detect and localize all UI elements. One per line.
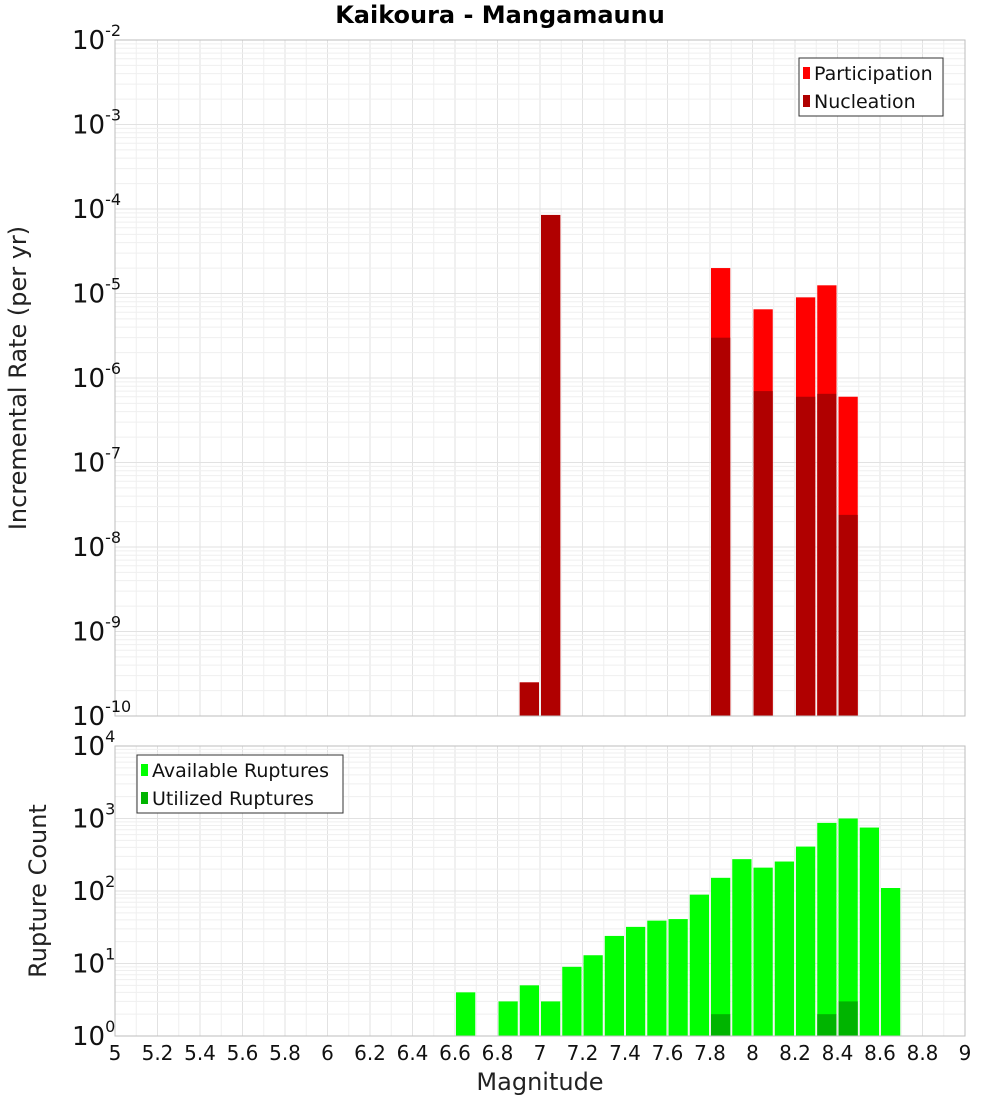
x-tick-label: 6 [321,1041,334,1065]
bar-available-ruptures [541,1001,561,1036]
bar-available-ruptures [519,985,539,1036]
bar-utilized-ruptures [817,1014,837,1036]
y-tick-label: 10-7 [72,444,121,479]
x-tick-label: 5 [109,1041,122,1065]
chart-title: Kaikoura - Mangamaunu [335,1,665,29]
bottom-y-axis-label: Rupture Count [24,804,52,978]
bar-nucleation [753,391,773,716]
x-tick-label: 6.6 [439,1041,471,1065]
x-tick-label: 5.2 [142,1041,174,1065]
top-legend: Participation Nucleation [798,57,944,117]
x-tick-label: 7.4 [609,1041,641,1065]
y-tick-label: 10-9 [72,613,121,648]
legend-swatch [803,95,810,107]
bar-available-ruptures [796,846,816,1036]
x-tick-label: 8.4 [822,1041,854,1065]
y-tick-label: 10-2 [72,21,121,56]
bar-nucleation [519,682,539,716]
x-tick-label: 7.6 [652,1041,684,1065]
bar-available-ruptures [711,877,731,1036]
bar-available-ruptures [774,861,794,1036]
x-axis-label: Magnitude [476,1068,603,1096]
bar-available-ruptures [583,955,603,1036]
bar-available-ruptures [689,894,709,1036]
bar-available-ruptures [668,919,688,1036]
bottom-y-tick-labels: 104 103 102 101 100 [72,727,115,1052]
x-tick-label: 6.4 [397,1041,429,1065]
top-plot-frame [114,39,966,717]
y-tick-label: 10-3 [72,106,121,141]
x-tick-label: 9 [959,1041,972,1065]
top-y-tick-labels: 10-2 10-3 10-4 10-5 10-6 10-7 10-8 10-9 10-10 [72,21,131,732]
y-tick-label: 10-5 [72,275,121,310]
bar-available-ruptures [881,887,901,1036]
bar-utilized-ruptures [711,1014,731,1036]
x-tick-label: 7 [534,1041,547,1065]
bar-nucleation [796,396,816,716]
legend-entry: Utilized Ruptures [152,788,314,810]
y-tick-label: 10-4 [72,190,121,225]
bar-available-ruptures [817,822,837,1036]
y-tick-label: 10-10 [72,697,131,732]
x-tick-label: 6.2 [354,1041,386,1065]
x-tick-label: 8.2 [779,1041,811,1065]
top-plot-bars [519,214,858,716]
top-plot-grid [114,40,966,717]
bar-utilized-ruptures [838,1001,858,1036]
x-tick-label: 7.2 [567,1041,599,1065]
bar-available-ruptures [604,935,624,1036]
legend-swatch [141,764,148,776]
legend-swatch [141,792,148,804]
y-tick-label: 10-6 [72,359,121,394]
bar-nucleation [711,337,731,716]
rupture-count-plot: 104 103 102 101 100 Rupture Count Available … [24,727,966,1052]
y-tick-label: 102 [72,872,115,907]
bar-nucleation [838,514,858,716]
y-tick-label: 10-8 [72,528,121,563]
x-tick-label: 5.8 [269,1041,301,1065]
bar-nucleation [541,214,561,716]
legend-entry: Nucleation [814,91,916,113]
bar-available-ruptures [498,1001,518,1036]
y-tick-label: 104 [72,727,115,762]
x-tick-label: 8.8 [907,1041,939,1065]
legend-swatch [803,67,810,79]
bottom-plot-frame [114,745,966,1037]
y-tick-label: 100 [72,1017,115,1052]
bar-available-ruptures [859,827,879,1036]
legend-entry: Available Ruptures [152,760,329,782]
x-tick-label: 5.6 [227,1041,259,1065]
top-y-axis-label: Incremental Rate (per yr) [4,226,32,530]
x-tick-label: 8 [746,1041,759,1065]
bottom-plot-bars [456,818,901,1036]
legend-box [798,57,944,117]
bar-nucleation [817,393,837,716]
legend-box [136,754,344,814]
x-tick-label: 8.6 [864,1041,896,1065]
bar-available-ruptures [647,920,667,1036]
legend-entry: Participation [814,63,933,85]
bar-available-ruptures [838,818,858,1036]
x-tick-label: 5.4 [184,1041,216,1065]
bottom-legend: Available Ruptures Utilized Ruptures [136,754,344,814]
bar-available-ruptures [626,926,646,1036]
bar-available-ruptures [753,867,773,1036]
x-tick-label: 6.8 [482,1041,514,1065]
y-tick-label: 101 [72,945,115,980]
x-tick-label: 7.8 [694,1041,726,1065]
y-tick-label: 103 [72,800,115,835]
bar-available-ruptures [456,992,476,1036]
x-tick-labels: 5 5.2 5.4 5.6 5.8 6 6.2 6.4 6.6 6.8 7 7.2 7.4 7.6 7.8 8… [109,1041,972,1065]
incremental-rate-plot: 10-2 10-3 10-4 10-5 10-6 10-7 10-8 10-9 10-10 In… [4,21,966,732]
bar-available-ruptures [732,859,752,1036]
bar-available-ruptures [562,966,582,1036]
